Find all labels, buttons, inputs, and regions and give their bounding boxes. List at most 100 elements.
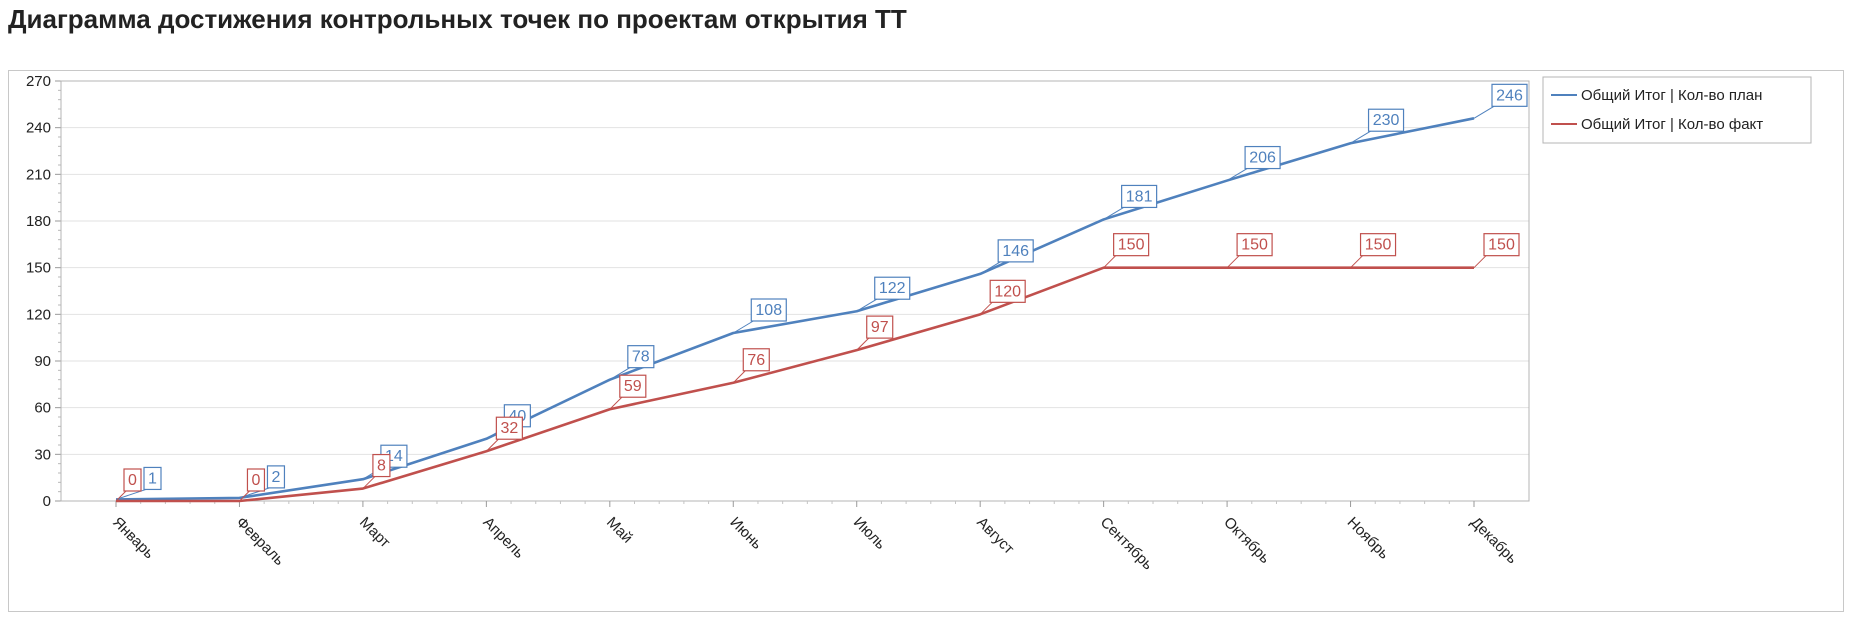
data-label-box	[874, 276, 911, 300]
data-label-leader	[856, 298, 877, 312]
y-tick-label: 240	[26, 120, 51, 137]
data-label-box	[372, 453, 391, 478]
x-tick-label: Август	[973, 514, 1017, 558]
data-label-value: 59	[624, 378, 642, 395]
legend: Общий Итог | Кол-во план Общий Итог | Кол…	[1542, 76, 1812, 144]
data-label-leader	[609, 367, 631, 381]
data-label-fact: 32	[486, 416, 523, 452]
x-tick-label: Сентябрь	[1097, 514, 1157, 574]
data-label-box	[246, 468, 266, 492]
data-label-value: 0	[128, 472, 137, 489]
data-label-value: 76	[747, 352, 765, 369]
series-line-plan	[115, 117, 1475, 501]
data-label-value: 150	[1118, 237, 1145, 254]
data-label-fact: 150	[1473, 233, 1520, 269]
legend-label: Общий Итог | Кол-во план	[1581, 87, 1762, 104]
data-label-value: 97	[871, 319, 889, 336]
data-label-value: 120	[994, 283, 1021, 300]
data-label-value: 206	[1249, 150, 1276, 167]
data-label-box	[1121, 184, 1158, 209]
data-label-plan: 246	[1473, 83, 1528, 119]
data-label-leader	[732, 370, 746, 384]
y-tick-label: 150	[26, 260, 51, 277]
data-label-plan: 146	[979, 239, 1034, 275]
data-label-fact: 0	[239, 468, 266, 502]
data-label-fact: 120	[979, 279, 1026, 315]
data-label-leader	[979, 261, 1001, 275]
legend-label: Общий Итог | Кол-во факт	[1581, 116, 1763, 133]
y-tick-label: 180	[26, 213, 51, 230]
data-label-fact: 97	[856, 315, 894, 351]
data-label-value: 246	[1496, 87, 1523, 104]
data-label-fact: 8	[362, 453, 391, 489]
page-title: Диаграмма достижения контрольных точек п…	[8, 4, 907, 34]
legend-item: Общий Итог | Кол-во план	[1551, 87, 1762, 104]
data-label-fact: 150	[1103, 233, 1150, 269]
data-label-box	[1367, 108, 1405, 132]
data-label-plan: 2	[239, 465, 286, 499]
data-label-leader	[733, 320, 754, 334]
y-tick-label: 210	[26, 166, 51, 183]
x-tick-label: Ноябрь	[1344, 514, 1393, 563]
data-label-fact: 76	[732, 348, 770, 384]
data-label-leader	[1226, 168, 1248, 181]
data-label-box	[997, 239, 1034, 263]
data-label-leader	[1473, 105, 1495, 119]
data-label-plan: 108	[733, 298, 787, 334]
data-label-box	[1483, 233, 1520, 257]
data-label-plan: 78	[609, 345, 655, 381]
line-chart: 0 30 60 90 120 150 180 210 240 270 Январь Февраль Ма…	[26, 73, 1812, 574]
data-label-plan: 206	[1226, 145, 1281, 181]
data-label-box	[866, 315, 894, 339]
data-label-box	[266, 465, 286, 489]
data-label-value: 150	[1488, 237, 1515, 254]
x-tick-label: Июль	[850, 514, 889, 553]
legend-item: Общий Итог | Кол-во факт	[1551, 116, 1763, 133]
data-label-box	[1244, 145, 1281, 170]
data-label-box	[742, 348, 770, 372]
data-label-box	[123, 468, 142, 492]
data-label-value: 78	[632, 349, 650, 366]
data-label-box	[750, 298, 787, 322]
data-label-fact: 0	[115, 468, 142, 502]
data-label-value: 146	[1002, 243, 1029, 260]
data-label-box	[989, 279, 1026, 303]
x-tick-label: Май	[603, 514, 636, 547]
data-label-value: 8	[377, 458, 386, 475]
y-tick-label: 270	[26, 73, 51, 90]
data-label-leader	[1226, 255, 1240, 269]
x-tick-label: Декабрь	[1467, 514, 1521, 568]
data-label-leader	[1103, 207, 1124, 220]
data-label-leader	[362, 476, 376, 489]
x-tick-label: Февраль	[233, 514, 288, 569]
data-label-value: 32	[500, 420, 518, 437]
x-tick-label: Апрель	[480, 514, 528, 562]
data-label-value: 181	[1126, 188, 1153, 205]
y-tick-label: 90	[34, 353, 51, 370]
data-label-leader	[1103, 255, 1116, 269]
x-tick-label: Январь	[109, 514, 158, 563]
legend-box	[1542, 76, 1812, 144]
y-tick-label: 60	[34, 400, 51, 417]
data-label-fact: 150	[1350, 233, 1397, 269]
data-label-leader	[1473, 255, 1487, 269]
data-label-value: 150	[1365, 237, 1392, 254]
data-label-box	[1113, 233, 1150, 257]
axes: 0 30 60 90 120 150 180 210 240 270 Январь Февраль Ма…	[26, 73, 1530, 574]
data-label-value: 2	[272, 469, 281, 486]
data-label-value: 150	[1241, 237, 1268, 254]
series-line-fact	[116, 266, 1474, 503]
y-tick-label: 30	[34, 446, 51, 463]
data-label-box	[1491, 83, 1528, 107]
data-label-value: 108	[755, 302, 782, 319]
series-lines	[115, 117, 1475, 503]
y-tick-label: 120	[26, 306, 51, 323]
data-label-leader	[856, 337, 870, 351]
data-label-box	[495, 416, 523, 440]
data-label-box	[627, 345, 655, 369]
data-label-box	[1236, 233, 1273, 257]
data-label-leader	[115, 490, 127, 502]
data-label-fact: 59	[609, 374, 647, 410]
data-label-plan: 122	[856, 276, 911, 312]
